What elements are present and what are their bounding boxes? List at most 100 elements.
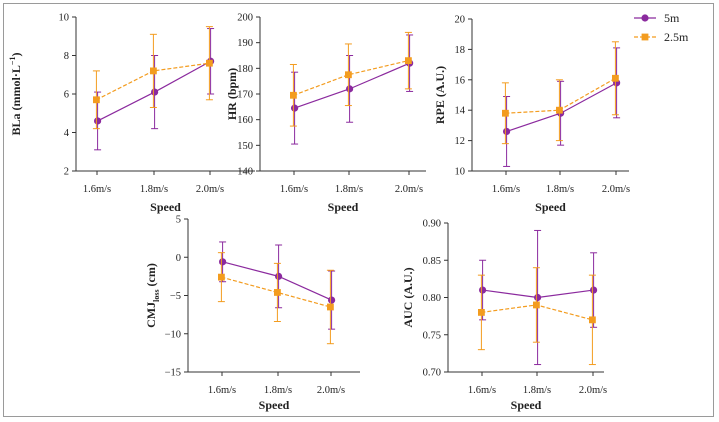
data-point bbox=[556, 106, 563, 114]
figure: 2 4 6 8 10 1.6m/s 1.8m/s 2.0m/s Speed BLa (mmol·L… bbox=[3, 3, 714, 417]
legend: 5m 2.5m bbox=[634, 11, 689, 44]
panel-1: 2 4 6 8 10 1.6m/s 1.8m/s 2.0m/s Speed BLa (mmol·L… bbox=[8, 13, 255, 214]
y-axis-label: AUC (A.U.) bbox=[401, 267, 415, 327]
series-5m bbox=[219, 241, 336, 330]
legend-marker bbox=[641, 33, 649, 41]
y-tick-label: 2 bbox=[64, 167, 69, 178]
data-point bbox=[612, 74, 619, 82]
y-tick-label: 10 bbox=[455, 167, 466, 178]
x-tick-label: 1.8m/s bbox=[335, 184, 363, 195]
data-point bbox=[479, 286, 487, 294]
y-tick-label: 200 bbox=[237, 13, 253, 24]
data-point bbox=[150, 67, 157, 75]
x-tick-label: 1.6m/s bbox=[83, 184, 111, 195]
data-point bbox=[405, 57, 412, 65]
y-tick-label: 5 bbox=[176, 215, 181, 226]
y-tick-label: 150 bbox=[237, 141, 253, 152]
y-tick-label: 16 bbox=[455, 75, 466, 86]
series-line bbox=[293, 60, 409, 96]
y-tick-label: 190 bbox=[237, 38, 253, 49]
x-tick-label: 1.6m/s bbox=[492, 184, 520, 195]
data-point bbox=[346, 85, 354, 93]
data-point bbox=[93, 96, 100, 104]
data-point bbox=[151, 88, 159, 96]
data-point bbox=[533, 301, 540, 309]
x-tick-label: 1.6m/s bbox=[280, 184, 308, 195]
y-tick-label: 8 bbox=[64, 51, 69, 62]
series-2.5m bbox=[217, 252, 334, 345]
data-point bbox=[206, 59, 213, 67]
y-tick-label: 18 bbox=[455, 45, 466, 56]
series-line bbox=[221, 276, 331, 308]
x-tick-label: 2.0m/s bbox=[579, 385, 607, 396]
data-point bbox=[291, 104, 299, 112]
y-tick-label: 160 bbox=[237, 115, 253, 126]
y-tick-label: −5 bbox=[170, 291, 181, 302]
series-5m bbox=[291, 34, 414, 145]
y-tick-label: 0.90 bbox=[423, 219, 441, 230]
y-axis-label: CMJloss (cm) bbox=[144, 263, 161, 328]
data-point bbox=[478, 309, 485, 316]
y-axis-label: HR (bpm) bbox=[225, 68, 239, 120]
y-tick-label: 10 bbox=[59, 13, 70, 24]
data-point bbox=[327, 303, 334, 311]
y-tick-label: 0.75 bbox=[423, 330, 441, 341]
series-5m bbox=[94, 28, 215, 151]
data-point bbox=[503, 127, 511, 136]
y-tick-label: 140 bbox=[237, 167, 253, 178]
y-tick-label: 0.70 bbox=[423, 368, 441, 379]
legend-item-5m: 5m bbox=[634, 11, 680, 25]
y-tick-label: 0.80 bbox=[423, 293, 441, 304]
x-tick-label: 1.6m/s bbox=[468, 385, 496, 396]
series-2.5m bbox=[92, 26, 213, 130]
panel-2: 140 150 160 170 180 190 200 1.6m/s 1.8m/s 2.0m/s S… bbox=[225, 13, 426, 214]
x-axis-label: Speed bbox=[150, 200, 181, 214]
data-point bbox=[345, 71, 352, 79]
y-tick-label: 20 bbox=[455, 15, 466, 26]
y-tick-label: −15 bbox=[165, 368, 181, 379]
series-2.5m bbox=[477, 267, 596, 366]
data-point bbox=[328, 296, 336, 304]
series-2.5m bbox=[501, 41, 619, 145]
data-point bbox=[274, 289, 281, 296]
y-tick-label: 0.85 bbox=[423, 256, 441, 267]
y-tick-label: 12 bbox=[455, 136, 466, 147]
panel-5: 0.70 0.75 0.80 0.85 0.90 1.6m/s 1.8m/s 2.0m/s Sp… bbox=[401, 219, 607, 413]
legend-item-2.5m: 2.5m bbox=[634, 30, 689, 44]
x-tick-label: 2.0m/s bbox=[602, 184, 630, 195]
y-tick-label: 4 bbox=[64, 128, 70, 139]
data-point bbox=[218, 273, 225, 281]
y-tick-label: 0 bbox=[176, 253, 181, 264]
x-tick-label: 2.0m/s bbox=[317, 385, 345, 396]
y-axis-label: RPE (A.U.) bbox=[433, 66, 447, 124]
x-axis-label: Speed bbox=[259, 398, 290, 412]
x-tick-label: 1.8m/s bbox=[523, 385, 551, 396]
data-point bbox=[290, 91, 297, 99]
data-point bbox=[502, 109, 509, 117]
y-tick-label: 180 bbox=[237, 64, 253, 75]
data-point bbox=[534, 293, 542, 302]
data-point bbox=[589, 316, 596, 324]
legend-label: 2.5m bbox=[664, 30, 689, 44]
y-tick-label: 170 bbox=[237, 90, 253, 101]
legend-marker bbox=[641, 14, 649, 22]
x-tick-label: 1.8m/s bbox=[546, 184, 574, 195]
panel-4: −15 −10 −5 0 5 1.6m/s 1.8m/s 2.0m/s Speed CMJloss… bbox=[144, 215, 360, 412]
data-point bbox=[219, 258, 227, 266]
y-axis-label: BLa (mmol·L−1) bbox=[8, 53, 23, 136]
series-2.5m bbox=[289, 31, 412, 127]
y-tick-label: 14 bbox=[455, 106, 466, 117]
data-point bbox=[590, 286, 598, 294]
data-point bbox=[275, 272, 283, 280]
series-5m bbox=[479, 229, 598, 366]
y-tick-label: 6 bbox=[64, 90, 69, 101]
x-tick-label: 1.8m/s bbox=[140, 184, 168, 195]
chart-figure: 2 4 6 8 10 1.6m/s 1.8m/s 2.0m/s Speed BLa (mmol·L… bbox=[8, 11, 689, 413]
x-tick-label: 2.0m/s bbox=[196, 184, 224, 195]
x-tick-label: 1.8m/s bbox=[264, 385, 292, 396]
x-axis-label: Speed bbox=[511, 398, 542, 412]
x-axis-label: Speed bbox=[328, 200, 359, 214]
x-tick-label: 2.0m/s bbox=[395, 184, 423, 195]
series-line bbox=[294, 62, 410, 109]
data-point bbox=[94, 117, 102, 125]
